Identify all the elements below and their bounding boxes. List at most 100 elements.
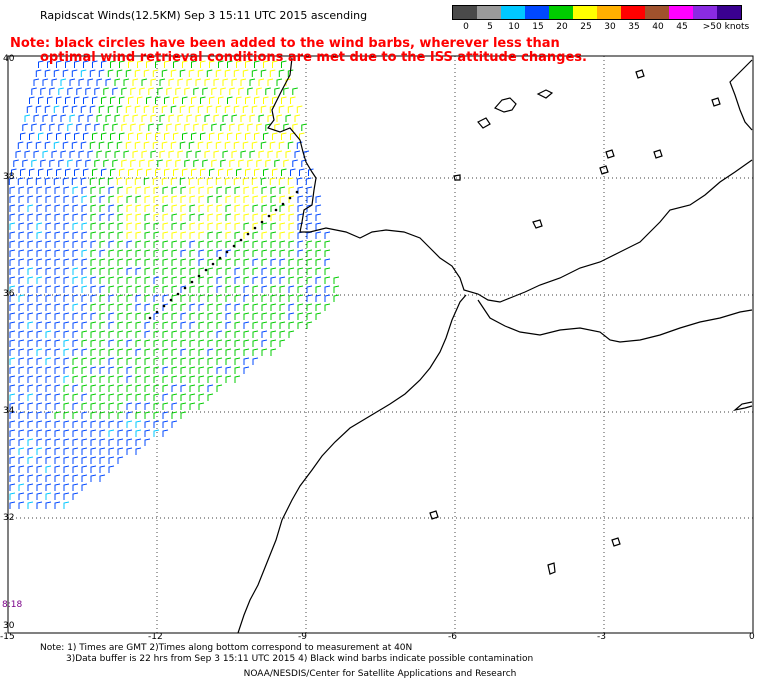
wind-barb xyxy=(207,267,214,275)
wind-barb xyxy=(263,132,269,140)
wind-barb xyxy=(54,366,61,374)
wind-barb xyxy=(260,177,267,185)
legend-swatch xyxy=(477,6,501,19)
wind-barb xyxy=(18,492,25,500)
wind-barb xyxy=(324,258,331,266)
wind-barb xyxy=(180,348,187,356)
wind-barb xyxy=(243,267,250,275)
wind-barb xyxy=(42,150,49,158)
wind-barb xyxy=(270,213,277,221)
wind-barb xyxy=(72,384,79,392)
wind-barb xyxy=(153,330,160,338)
wind-barb xyxy=(126,186,133,194)
wind-barb xyxy=(216,303,223,311)
wind-barb xyxy=(243,249,250,257)
wind-barb xyxy=(288,240,295,248)
wind-barb xyxy=(162,249,169,257)
wind-barb xyxy=(45,222,52,230)
wind-barb xyxy=(229,159,235,167)
wind-barb xyxy=(90,276,97,284)
wind-barb xyxy=(135,258,142,266)
wind-barb xyxy=(198,231,205,239)
wind-barb xyxy=(254,96,260,104)
wind-barb xyxy=(99,384,106,392)
wind-barb xyxy=(38,168,44,176)
wind-barb xyxy=(279,276,286,284)
wind-barb xyxy=(288,285,295,293)
wind-barb xyxy=(9,375,16,383)
wind-barb xyxy=(279,294,286,302)
wind-barb xyxy=(306,195,313,203)
wind-barb xyxy=(89,141,96,149)
wind-barb xyxy=(83,132,89,140)
wind-barb xyxy=(182,96,188,104)
wind-barb xyxy=(207,240,214,248)
wind-barb xyxy=(81,348,88,356)
wind-barb xyxy=(207,348,214,356)
wind-barb xyxy=(63,294,70,302)
wind-barb xyxy=(324,285,331,293)
wind-barb xyxy=(243,231,250,239)
wind-barb xyxy=(72,240,79,248)
wind-barb xyxy=(171,186,178,194)
wind-barb xyxy=(265,159,271,167)
wind-barb xyxy=(162,186,169,194)
wind-barb xyxy=(270,303,277,311)
wind-barb xyxy=(63,420,70,428)
wind-barb xyxy=(189,321,196,329)
wind-barb xyxy=(74,96,80,104)
wind-barb xyxy=(45,384,52,392)
wind-barb xyxy=(261,303,268,311)
wind-barb xyxy=(22,159,28,167)
wind-barb xyxy=(27,240,34,248)
wind-barb xyxy=(288,231,295,239)
wind-barb xyxy=(306,249,313,257)
wind-barb xyxy=(18,474,25,482)
wind-barb xyxy=(213,78,220,86)
wind-barb xyxy=(134,69,141,77)
wind-barb xyxy=(45,330,52,338)
wind-barb xyxy=(36,258,43,266)
wind-barb xyxy=(18,204,25,212)
wind-barb xyxy=(261,330,268,338)
wind-barb xyxy=(243,321,250,329)
wind-barb xyxy=(256,123,262,131)
wind-barb xyxy=(161,141,168,149)
wind-barb xyxy=(71,69,78,77)
wind-barb xyxy=(132,150,139,158)
wind-barb xyxy=(179,141,186,149)
wind-barb xyxy=(281,168,287,176)
contamination-marker xyxy=(197,274,201,278)
wind-barb xyxy=(63,303,70,311)
wind-barb xyxy=(45,501,52,509)
wind-barb xyxy=(171,348,178,356)
wind-barb xyxy=(153,204,160,212)
note-line-1: Note: black circles have been added to t… xyxy=(10,36,560,51)
wind-barb xyxy=(270,276,277,284)
wind-barb xyxy=(13,159,19,167)
wind-barb xyxy=(233,105,240,113)
wind-barb xyxy=(63,438,70,446)
wind-barb xyxy=(180,366,187,374)
wind-barb xyxy=(36,465,43,473)
wind-barb xyxy=(225,366,232,374)
wind-barb xyxy=(278,69,285,77)
wind-barb xyxy=(54,483,61,491)
wind-barb xyxy=(189,312,196,320)
wind-barb xyxy=(83,60,89,68)
wind-barb xyxy=(53,141,60,149)
wind-barb xyxy=(234,303,241,311)
wind-barb xyxy=(152,105,159,113)
lat-label: 40 xyxy=(3,54,15,64)
wind-barb xyxy=(216,348,223,356)
contamination-marker xyxy=(253,226,257,230)
wind-barb xyxy=(81,393,88,401)
wind-barb xyxy=(315,294,322,302)
wind-barb xyxy=(252,321,259,329)
wind-barb xyxy=(45,438,52,446)
wind-barb xyxy=(306,312,313,320)
wind-barb xyxy=(297,213,304,221)
wind-barb xyxy=(18,447,25,455)
wind-barb xyxy=(189,222,196,230)
wind-barb xyxy=(54,240,61,248)
